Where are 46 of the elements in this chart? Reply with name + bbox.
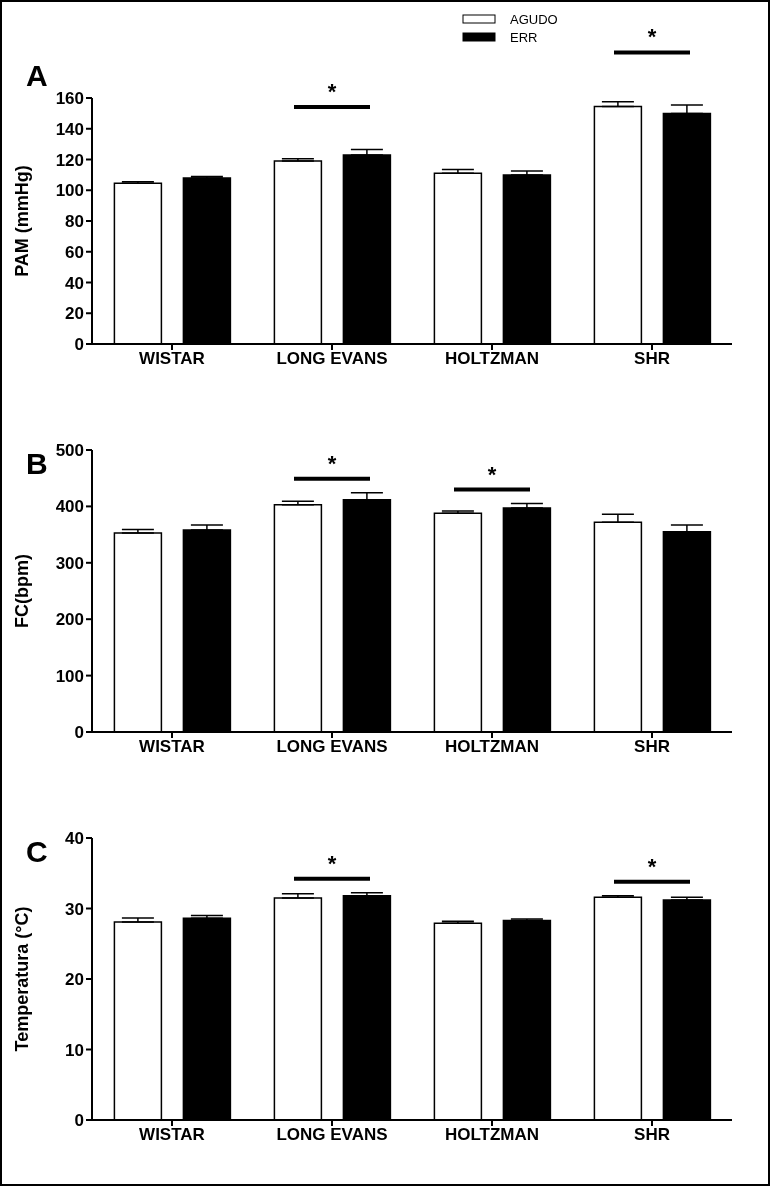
y-tick-label: 100 [55, 666, 84, 686]
legend-label: ERR [510, 29, 538, 45]
annotation: * [327, 850, 337, 876]
x-tick-label: LONG EVANS [276, 349, 388, 369]
x-tick-label: WISTAR [139, 737, 205, 757]
y-tick-label: 60 [65, 242, 84, 262]
annotation: * [487, 461, 497, 487]
y-axis-title: Temperatura (°C) [12, 906, 33, 1052]
annotation: * [327, 450, 337, 476]
x-tick-label: WISTAR [139, 1125, 205, 1145]
x-tick-label: WISTAR [139, 349, 205, 369]
y-tick-label: 10 [65, 1040, 84, 1060]
chart-title: A [26, 59, 48, 92]
y-tick-label: 40 [65, 829, 84, 849]
y-tick-label: 40 [65, 273, 84, 293]
y-tick-label: 80 [65, 212, 84, 232]
x-tick-label: HOLTZMAN [444, 1125, 540, 1145]
y-tick-label: 20 [65, 970, 84, 990]
annotation: * [647, 853, 657, 879]
x-tick-label: SHR [634, 349, 670, 369]
y-tick-label: 120 [55, 150, 84, 170]
text: * [647, 24, 657, 50]
y-tick-label: 140 [55, 119, 84, 139]
y-axis-title: PAM (mmHg) [12, 165, 33, 277]
y-tick-label: 200 [55, 610, 84, 630]
y-axis-title: FC(bpm) [12, 554, 33, 628]
y-tick-label: 0 [74, 723, 84, 743]
y-tick-label: 0 [74, 335, 84, 355]
y-tick-label: 20 [65, 304, 84, 324]
chart-title: C [26, 835, 48, 868]
legend-label: AGUDO [510, 11, 558, 27]
x-tick-label: SHR [634, 737, 670, 757]
x-tick-label: SHR [634, 1125, 670, 1145]
y-tick-label: 300 [55, 553, 84, 573]
y-tick-label: 100 [55, 181, 84, 201]
x-tick-label: LONG EVANS [276, 1125, 388, 1145]
x-tick-label: HOLTZMAN [444, 349, 540, 369]
y-tick-label: 500 [55, 441, 84, 461]
y-tick-label: 400 [55, 497, 84, 517]
y-tick-label: 30 [65, 899, 84, 919]
annotation: * [327, 79, 337, 105]
x-tick-label: HOLTZMAN [444, 737, 540, 757]
y-tick-label: 0 [74, 1111, 84, 1131]
x-tick-label: LONG EVANS [276, 737, 388, 757]
chart-title: B [26, 447, 48, 480]
y-tick-label: 160 [55, 89, 84, 109]
